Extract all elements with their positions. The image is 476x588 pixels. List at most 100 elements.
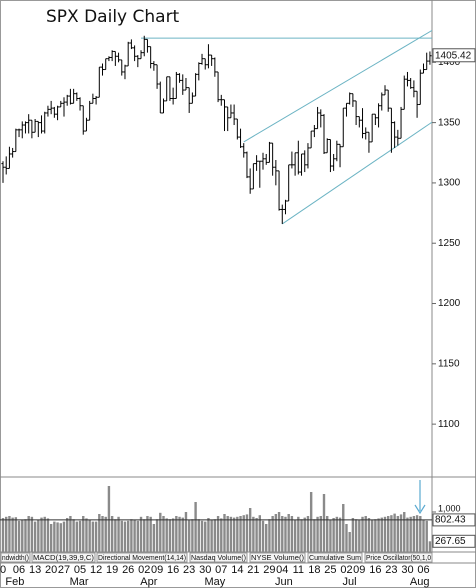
volume-bar <box>181 517 184 552</box>
indicator-tab[interactable] <box>0 552 31 563</box>
volume-bar <box>133 520 136 552</box>
month-label: Jun <box>275 576 293 588</box>
arrow-head <box>414 504 426 515</box>
volume-bar <box>316 516 319 552</box>
volume-bar <box>37 520 40 552</box>
volume-bar <box>354 519 358 552</box>
volume-bar <box>306 516 310 552</box>
volume-bar <box>232 517 236 552</box>
indicator-tab[interactable] <box>189 552 248 563</box>
indicator-tab[interactable] <box>307 552 363 563</box>
trendline <box>281 121 432 225</box>
volume-bar <box>242 515 245 552</box>
volume-bar <box>287 514 290 552</box>
volume-bar <box>303 517 306 552</box>
indicator-tab-label: MACD(19,39,9,C) <box>33 555 94 562</box>
volume-bar <box>139 516 143 552</box>
volume-bar <box>75 521 79 552</box>
indicator-tab[interactable] <box>31 552 96 563</box>
volume-bar <box>319 516 322 552</box>
volume-bar <box>293 520 297 552</box>
volume-bar <box>175 516 178 552</box>
volume-bar <box>370 520 374 552</box>
x-tick-label: 04 <box>276 564 288 576</box>
y-tick-label: 1150 <box>438 358 460 369</box>
volume-bar <box>229 516 233 552</box>
volume-bar <box>204 521 207 552</box>
volume-bar <box>425 520 428 552</box>
x-tick-label: 06 <box>13 564 25 576</box>
volume-bar <box>120 520 123 552</box>
indicator-tab[interactable] <box>364 552 433 563</box>
x-tick-label: 02 <box>340 564 352 576</box>
volume-bar <box>21 520 24 552</box>
volume-bar <box>136 520 140 552</box>
x-tick-label: 07 <box>215 564 227 576</box>
volume-bar <box>338 517 342 552</box>
volume-bar <box>168 519 172 552</box>
volume-bar <box>130 519 133 552</box>
volume-bar <box>24 519 27 552</box>
volume-bar <box>297 516 300 552</box>
volume-bar <box>261 520 265 552</box>
y-tick-label: 1250 <box>438 238 461 249</box>
volume-bar <box>191 519 194 552</box>
volume-bar <box>117 516 120 552</box>
volume-bar <box>377 518 380 552</box>
x-tick-label: 0 <box>0 564 6 576</box>
volume-bar <box>33 521 37 552</box>
indicator-tab[interactable] <box>249 552 306 563</box>
volume-bar <box>59 523 62 552</box>
volume-bar <box>380 517 383 552</box>
month-label: Apr <box>140 576 157 588</box>
volume-bar <box>419 516 422 552</box>
volume-bar <box>374 519 377 552</box>
volume-bar <box>110 516 114 552</box>
volume-bar <box>91 521 95 552</box>
volume-bar <box>88 520 91 552</box>
month-label: Feb <box>5 576 24 588</box>
volume-bar <box>265 524 268 552</box>
volume-bar <box>268 519 271 552</box>
volume-bar <box>248 508 252 552</box>
volume-bar <box>226 516 229 552</box>
indicator-tab-label: NYSE Volume() <box>251 555 304 562</box>
volume-bar <box>258 515 261 552</box>
volume-bar <box>146 516 149 552</box>
volume-bar <box>281 516 284 552</box>
volume-bar <box>383 516 387 552</box>
volume-bar <box>309 492 313 552</box>
volume-bar <box>406 517 409 552</box>
volume-bar <box>1 518 5 552</box>
annotation-arrow <box>414 480 426 515</box>
volume-bar <box>213 519 217 552</box>
indicator-tab-label: Cumulative Sum <box>309 555 361 562</box>
volume-bar <box>94 521 98 552</box>
month-label: Mar <box>70 576 89 588</box>
volume-bar <box>245 514 249 552</box>
y-tick-label: 1300 <box>438 178 461 189</box>
x-tick-label: 06 <box>417 564 429 576</box>
x-tick-label: 16 <box>369 564 381 576</box>
volume-bar <box>335 516 339 552</box>
month-label: Aug <box>410 576 430 588</box>
volume-bar <box>216 516 220 552</box>
volume-bar <box>322 494 326 552</box>
x-tick-label: 25 <box>324 564 336 576</box>
volume-bar <box>290 516 294 552</box>
x-tick-label: 12 <box>90 564 102 576</box>
volume-bar <box>326 516 329 552</box>
x-tick-label: 20 <box>45 564 57 576</box>
volume-bar <box>345 524 348 552</box>
x-tick-label: 19 <box>106 564 118 576</box>
indicator-tab[interactable] <box>96 552 188 563</box>
volume-bar <box>126 520 130 552</box>
volume-bar <box>69 516 72 552</box>
volume-bar <box>40 517 43 552</box>
volume-bar <box>46 518 50 552</box>
x-tick-label: 09 <box>151 564 163 576</box>
volume-bar <box>390 515 393 552</box>
volume-bar <box>5 516 8 552</box>
value-label-box <box>432 48 476 63</box>
volume-bar <box>155 519 159 552</box>
